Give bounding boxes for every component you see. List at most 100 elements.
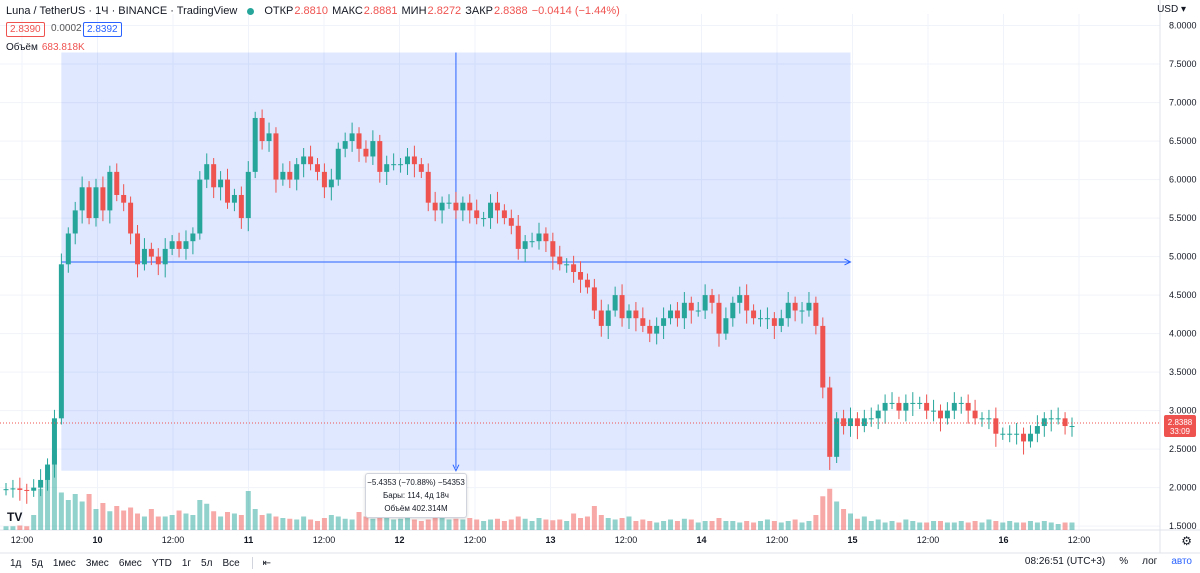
volume-bar — [45, 473, 51, 530]
volume-bar — [280, 518, 286, 530]
clock[interactable]: 08:26:51 (UTC+3) — [1024, 556, 1106, 567]
volume-bar — [668, 519, 674, 530]
volume-bar — [1007, 521, 1013, 530]
volume-bar — [231, 513, 237, 530]
tf-1d[interactable]: 1д — [10, 557, 22, 569]
volume-bar — [176, 510, 182, 530]
volume-bar — [121, 510, 127, 530]
ask-price[interactable]: 2.8392 — [83, 22, 122, 37]
candle-body — [162, 248, 168, 265]
last-price-tag — [1164, 415, 1196, 438]
volume-bar — [169, 515, 175, 530]
candle-body — [785, 302, 791, 319]
candle-body — [211, 164, 217, 188]
measure-tooltip: −5.4353 (−70.88%) −54353 Бары: 114, 4д 1… — [365, 473, 467, 518]
volume-bar — [349, 519, 355, 530]
tf-1m[interactable]: 1мес — [52, 557, 76, 569]
candle-body — [51, 418, 57, 465]
volume-bar — [335, 516, 341, 530]
tf-3m[interactable]: 3мес — [85, 557, 109, 569]
volume-bar — [225, 512, 231, 530]
volume-bar — [550, 520, 556, 530]
volume-bar — [723, 521, 729, 530]
tf-ytd[interactable]: YTD — [151, 557, 172, 569]
candle-body — [709, 295, 715, 303]
open-value: 2.8810 — [294, 5, 328, 17]
tf-1y[interactable]: 1г — [181, 557, 192, 569]
candle-body — [349, 133, 355, 142]
tf-6m[interactable]: 6мес — [118, 557, 142, 569]
volume-bar — [342, 518, 348, 530]
candle-body — [799, 310, 805, 312]
candle-body — [1007, 433, 1013, 435]
candle-body — [280, 171, 286, 180]
volume-bar — [155, 516, 161, 530]
chevron-down-icon: ▾ — [1180, 4, 1186, 15]
symbol-title[interactable]: Luna / TetherUS · 1Ч · BINANCE · Trading… — [6, 5, 238, 17]
candle-body — [474, 210, 480, 219]
tf-5d[interactable]: 5д — [31, 557, 43, 569]
volume-bar — [951, 522, 957, 530]
candle-body — [148, 248, 154, 257]
candle-body — [238, 194, 244, 219]
candle-body — [647, 325, 653, 334]
currency-selector[interactable]: USD ▾ — [1157, 4, 1186, 15]
volume-bar — [398, 518, 404, 530]
candle-body — [411, 156, 417, 165]
candle-body — [65, 233, 71, 265]
volume-bar — [252, 509, 258, 530]
candle-body — [605, 310, 611, 326]
volume-bar — [238, 515, 244, 530]
volume-bar — [128, 507, 134, 530]
volume-bar — [494, 518, 500, 530]
candle-body — [854, 418, 860, 427]
tf-all[interactable]: Все — [222, 557, 240, 569]
candle-body — [93, 187, 99, 219]
candle-body — [1055, 418, 1061, 420]
candle-body — [301, 156, 307, 165]
currency-label: USD — [1157, 4, 1179, 15]
log-scale-toggle[interactable]: лог — [1142, 556, 1158, 567]
market-open-indicator — [247, 7, 255, 15]
volume-bar — [924, 522, 930, 530]
x-tick-label: 13 — [545, 535, 555, 545]
ohlc-values: ОТКР2.8810 МАКС2.8881 МИН2.8272 ЗАКР2.83… — [264, 5, 620, 17]
candle-body — [308, 156, 314, 165]
calendar-range-icon[interactable]: ⇤ — [262, 557, 272, 569]
volume-bar — [183, 513, 189, 530]
volume-bar — [730, 521, 736, 530]
candle-body — [10, 488, 16, 490]
candle-body — [619, 295, 625, 319]
volume-bar — [501, 521, 507, 530]
bottom-right-tools: 08:26:51 (UTC+3) % лог авто — [1025, 556, 1192, 567]
volume-bar — [654, 522, 660, 530]
candle-body — [418, 164, 424, 172]
arrow-right-icon — [844, 258, 852, 266]
gear-icon[interactable]: ⚙ — [1181, 534, 1192, 548]
candle-body — [529, 241, 535, 243]
candle-body — [1069, 426, 1075, 428]
candle-body — [751, 310, 757, 319]
candle-body — [377, 141, 383, 172]
spread-value: 0.0002 — [51, 23, 82, 34]
volume-bar — [211, 511, 217, 530]
bid-price[interactable]: 2.8390 — [6, 22, 45, 37]
volume-bar — [314, 521, 320, 530]
volume-bar — [993, 521, 999, 530]
percent-scale-toggle[interactable]: % — [1119, 556, 1129, 567]
candle-body — [674, 310, 680, 319]
candle-body — [543, 233, 549, 242]
candle-body — [903, 402, 909, 411]
last-price-value: 2.8388 — [1168, 418, 1193, 427]
candle-body — [384, 164, 390, 172]
volume-bar — [404, 518, 410, 530]
candle-body — [633, 310, 639, 319]
tf-5y[interactable]: 5л — [201, 557, 213, 569]
volume-bar — [868, 521, 874, 530]
volume-bar — [1034, 522, 1040, 530]
x-tick-label: 12:00 — [162, 535, 185, 545]
candle-body — [287, 171, 293, 180]
candle-body — [612, 295, 618, 311]
auto-scale-toggle[interactable]: авто — [1171, 556, 1192, 567]
